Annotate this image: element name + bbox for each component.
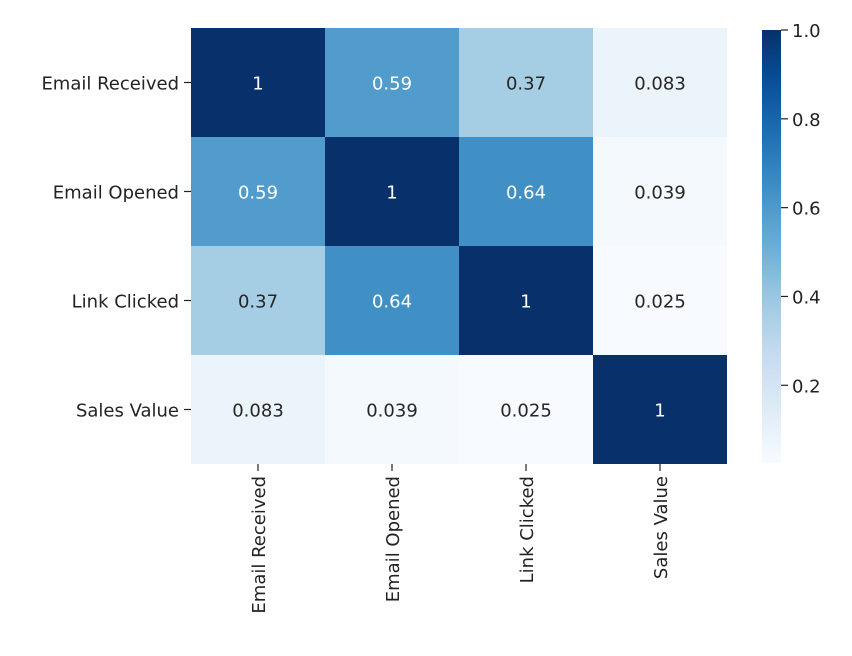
heatmap-cell: [191, 355, 325, 464]
heatmap-cell: [325, 28, 459, 137]
cell-value-label: 1: [386, 183, 397, 204]
heatmap-cell: [325, 246, 459, 355]
colorbar-gradient: [762, 30, 781, 463]
x-tick-label: Email Received: [249, 476, 270, 614]
colorbar-tick-label: 0.2: [792, 376, 821, 397]
cell-value-label: 0.64: [372, 292, 412, 313]
heatmap-cell: [459, 137, 593, 246]
y-tick-label: Email Opened: [53, 183, 179, 204]
heatmap-cell: [325, 355, 459, 464]
cell-value-label: 1: [252, 74, 263, 95]
heatmap-cell: [593, 28, 727, 137]
cell-value-label: 0.025: [634, 292, 686, 313]
x-tick-label: Link Clicked: [517, 476, 538, 583]
heatmap-cell: [459, 246, 593, 355]
heatmap-annotations: 1 0.59 0.37 0.083 0.59 1 0.64 0.039 0.37 0.64 1 0.0…: [232, 74, 686, 422]
colorbar-tick-label: 1.0: [792, 21, 821, 42]
cell-value-label: 0.59: [238, 183, 278, 204]
x-tick-label: Sales Value: [651, 476, 672, 579]
y-tick-label: Sales Value: [76, 401, 179, 422]
cell-value-label: 0.37: [238, 292, 278, 313]
heatmap-cells: [191, 28, 727, 464]
cell-value-label: 0.083: [634, 74, 686, 95]
colorbar: 0.2 0.4 0.6 0.8 1.0: [762, 21, 821, 463]
colorbar-tick-label: 0.6: [792, 199, 821, 220]
heatmap-cell: [459, 28, 593, 137]
cell-value-label: 1: [520, 292, 531, 313]
heatmap-cell: [459, 355, 593, 464]
cell-value-label: 0.025: [500, 401, 552, 422]
y-tick-label: Link Clicked: [72, 292, 179, 313]
cell-value-label: 0.59: [372, 74, 412, 95]
heatmap-cell: [593, 355, 727, 464]
cell-value-label: 0.37: [506, 74, 546, 95]
x-tick-label: Email Opened: [383, 476, 404, 602]
y-tick-label: Email Received: [41, 74, 179, 95]
heatmap-cell: [593, 246, 727, 355]
cell-value-label: 0.039: [634, 183, 686, 204]
heatmap-cell: [593, 137, 727, 246]
y-axis: Email Received Email Opened Link Clicked Sa…: [41, 74, 191, 422]
x-axis: Email Received Email Opened Link Clicked Sa…: [249, 464, 672, 614]
cell-value-label: 0.083: [232, 401, 284, 422]
cell-value-label: 0.64: [506, 183, 546, 204]
colorbar-tick-label: 0.4: [792, 287, 821, 308]
heatmap-cell: [191, 28, 325, 137]
cell-value-label: 1: [654, 401, 665, 422]
colorbar-tick-label: 0.8: [792, 110, 821, 131]
cell-value-label: 0.039: [366, 401, 418, 422]
heatmap-cell: [191, 137, 325, 246]
heatmap-cell: [191, 246, 325, 355]
heatmap-cell: [325, 137, 459, 246]
